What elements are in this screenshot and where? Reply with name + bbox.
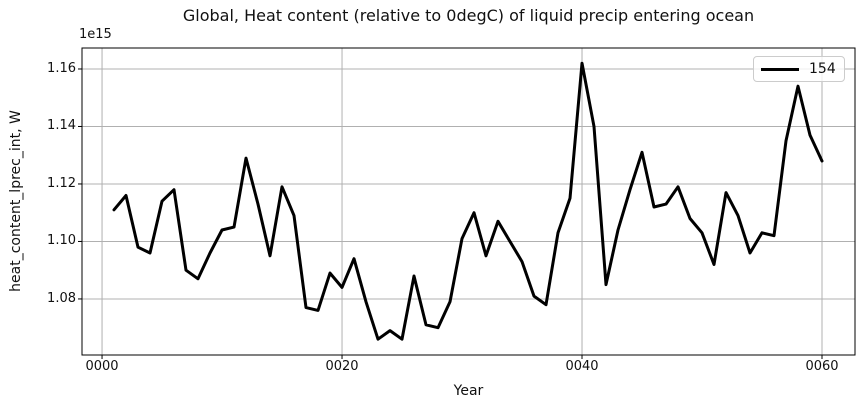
legend-line-swatch <box>761 67 799 71</box>
y-tick-label: 1.10 <box>47 233 76 249</box>
x-tick-label: 0000 <box>85 359 119 374</box>
chart-title: Global, Heat content (relative to 0degC)… <box>182 6 755 25</box>
y-tick-label: 1.16 <box>47 60 76 76</box>
data-line <box>112 61 824 341</box>
axes-border <box>81 47 856 356</box>
x-tick-label: 0040 <box>565 359 599 374</box>
y-axis-offset-label: 1e15 <box>79 27 112 42</box>
x-tick-label: 0020 <box>325 359 359 374</box>
legend-entry-label: 154 <box>809 61 836 77</box>
x-axis-label: Year <box>453 383 484 399</box>
y-tick-label: 1.12 <box>47 175 76 191</box>
y-tick-label: 1.14 <box>47 118 76 134</box>
x-tick-label: 0060 <box>805 359 839 374</box>
legend: 154 <box>753 56 845 82</box>
y-tick-label: 1.08 <box>47 290 76 306</box>
